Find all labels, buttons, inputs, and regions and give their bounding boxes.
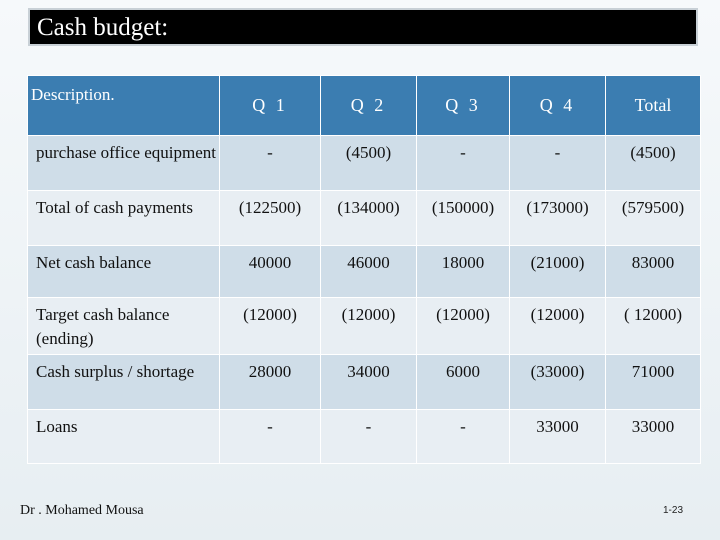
cell-value: (12000) [416, 297, 510, 355]
cell-value: (122500) [219, 190, 321, 246]
cash-budget-table: Description. Q 1 Q 2 Q 3 Q 4 Total purch… [27, 75, 701, 464]
header-q2: Q 2 [320, 75, 417, 136]
cell-value: (4500) [320, 135, 417, 191]
cell-value: (12000) [219, 297, 321, 355]
cell-value: (12000) [509, 297, 606, 355]
cell-value: 18000 [416, 245, 510, 298]
row-label: Target cash balance (ending) [27, 297, 220, 355]
cell-value: (4500) [605, 135, 701, 191]
table-header-row: Description. Q 1 Q 2 Q 3 Q 4 Total [27, 75, 701, 136]
footer-author: Dr . Mohamed Mousa [20, 503, 144, 518]
slide-title: Cash budget: [37, 14, 169, 41]
cell-value: (150000) [416, 190, 510, 246]
cell-value: 46000 [320, 245, 417, 298]
cell-value: - [416, 409, 510, 464]
title-bar: Cash budget: [28, 8, 698, 46]
cell-value: 33000 [605, 409, 701, 464]
header-q3: Q 3 [416, 75, 510, 136]
row-label: Net cash balance [27, 245, 220, 298]
table-row: Target cash balance (ending) (12000) (12… [27, 297, 701, 355]
cell-value: (33000) [509, 354, 606, 410]
cell-value: 83000 [605, 245, 701, 298]
cell-value: - [509, 135, 606, 191]
header-q1: Q 1 [219, 75, 321, 136]
cell-value: (134000) [320, 190, 417, 246]
cell-value: 33000 [509, 409, 606, 464]
page-number: 1-23 [663, 505, 684, 516]
cell-value: - [219, 135, 321, 191]
row-label: Loans [27, 409, 220, 464]
cell-value: ( 12000) [605, 297, 701, 355]
cell-value: 34000 [320, 354, 417, 410]
cell-value: 6000 [416, 354, 510, 410]
cell-value: - [416, 135, 510, 191]
cell-value: (579500) [605, 190, 701, 246]
header-q4: Q 4 [509, 75, 606, 136]
cell-value: - [320, 409, 417, 464]
row-label: Cash surplus / shortage [27, 354, 220, 410]
header-description: Description. [27, 75, 220, 136]
cell-value: 40000 [219, 245, 321, 298]
table-row: purchase office equipment - (4500) - - (… [27, 135, 701, 191]
table-row: Loans - - - 33000 33000 [27, 409, 701, 464]
cell-value: 28000 [219, 354, 321, 410]
cell-value: (173000) [509, 190, 606, 246]
cell-value: 71000 [605, 354, 701, 410]
cell-value: (12000) [320, 297, 417, 355]
row-label: purchase office equipment [27, 135, 220, 191]
header-total: Total [605, 75, 701, 136]
cell-value: (21000) [509, 245, 606, 298]
table-row: Cash surplus / shortage 28000 34000 6000… [27, 354, 701, 410]
table-row: Net cash balance 40000 46000 18000 (2100… [27, 245, 701, 298]
cell-value: - [219, 409, 321, 464]
row-label: Total of cash payments [27, 190, 220, 246]
table-row: Total of cash payments (122500) (134000)… [27, 190, 701, 246]
